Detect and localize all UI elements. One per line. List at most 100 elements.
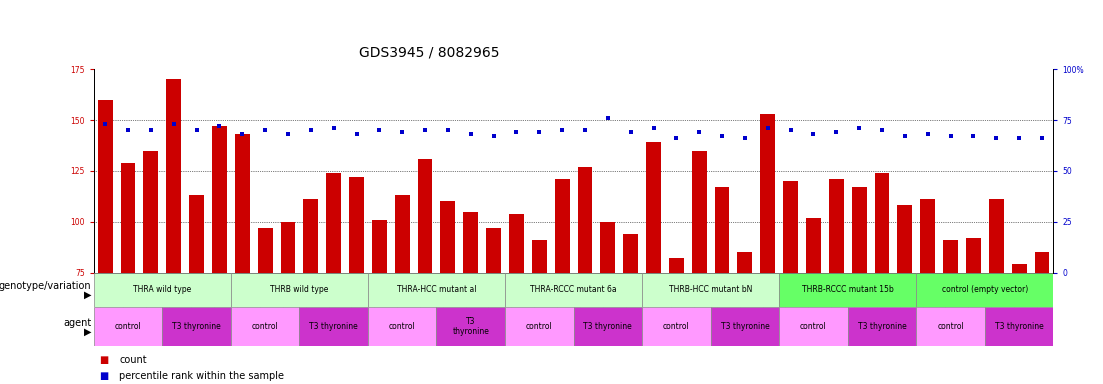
Bar — [783, 181, 799, 273]
Bar — [1011, 265, 1027, 273]
Bar — [646, 142, 661, 273]
Point — [554, 127, 571, 133]
Text: control: control — [251, 322, 278, 331]
Point — [667, 135, 685, 141]
Text: THRB-RCCC mutant 15b: THRB-RCCC mutant 15b — [802, 285, 893, 295]
Bar — [235, 134, 249, 273]
Point — [576, 127, 593, 133]
Text: THRA-HCC mutant al: THRA-HCC mutant al — [397, 285, 476, 295]
Point — [987, 135, 1005, 141]
Bar — [1035, 252, 1049, 273]
Point — [439, 127, 457, 133]
Bar — [779, 273, 917, 307]
Point — [394, 129, 411, 135]
Bar — [486, 228, 501, 273]
Text: agent: agent — [63, 318, 92, 328]
Bar — [162, 307, 231, 346]
Bar — [463, 212, 479, 273]
Bar — [555, 179, 569, 273]
Text: THRA-RCCC mutant 6a: THRA-RCCC mutant 6a — [531, 285, 617, 295]
Point — [462, 131, 480, 137]
Text: control: control — [526, 322, 553, 331]
Point — [850, 125, 868, 131]
Bar — [368, 307, 437, 346]
Bar — [280, 222, 296, 273]
Point — [759, 125, 777, 131]
Text: count: count — [119, 355, 147, 365]
Point — [599, 115, 617, 121]
Text: control (empty vector): control (empty vector) — [942, 285, 1028, 295]
Bar — [852, 187, 867, 273]
Point — [302, 127, 320, 133]
Bar — [94, 273, 231, 307]
Text: T3 thyronine: T3 thyronine — [309, 322, 358, 331]
Bar — [372, 220, 387, 273]
Bar — [779, 307, 848, 346]
Bar — [943, 240, 959, 273]
Text: control: control — [938, 322, 964, 331]
Bar — [167, 79, 181, 273]
Point — [507, 129, 525, 135]
Bar — [437, 307, 505, 346]
Bar — [508, 214, 524, 273]
Point — [96, 121, 114, 127]
Bar — [231, 307, 299, 346]
Point — [644, 125, 662, 131]
Point — [1034, 135, 1051, 141]
Bar — [120, 163, 136, 273]
Bar — [143, 151, 159, 273]
Bar — [642, 273, 779, 307]
Bar — [828, 179, 844, 273]
Bar — [806, 218, 821, 273]
Bar — [212, 126, 227, 273]
Point — [119, 127, 137, 133]
Point — [827, 129, 845, 135]
Text: T3 thyronine: T3 thyronine — [583, 322, 632, 331]
Text: T3
thyronine: T3 thyronine — [452, 317, 490, 336]
Bar — [917, 273, 1053, 307]
Bar — [668, 258, 684, 273]
Bar — [258, 228, 272, 273]
Point — [622, 129, 640, 135]
Text: control: control — [389, 322, 416, 331]
Point — [324, 125, 342, 131]
Text: ■: ■ — [99, 355, 108, 365]
Bar — [848, 307, 917, 346]
Point — [804, 131, 822, 137]
Text: genotype/variation: genotype/variation — [0, 281, 92, 291]
Bar — [710, 307, 779, 346]
Bar — [98, 100, 113, 273]
Bar — [917, 307, 985, 346]
Bar — [94, 307, 162, 346]
Text: control: control — [663, 322, 689, 331]
Text: THRB-HCC mutant bN: THRB-HCC mutant bN — [668, 285, 752, 295]
Text: control: control — [115, 322, 141, 331]
Bar — [578, 167, 592, 273]
Bar — [642, 307, 710, 346]
Bar — [760, 114, 775, 273]
Point — [234, 131, 251, 137]
Bar — [349, 177, 364, 273]
Bar — [985, 307, 1053, 346]
Point — [484, 133, 502, 139]
Text: T3 thyronine: T3 thyronine — [995, 322, 1043, 331]
Bar — [440, 202, 456, 273]
Bar — [418, 159, 432, 273]
Bar — [326, 173, 341, 273]
Bar — [920, 199, 935, 273]
Text: GDS3945 / 8082965: GDS3945 / 8082965 — [360, 46, 500, 60]
Point — [416, 127, 433, 133]
Text: ▶: ▶ — [84, 290, 92, 300]
Bar — [368, 273, 505, 307]
Point — [942, 133, 960, 139]
Bar — [532, 240, 547, 273]
Point — [256, 127, 274, 133]
Bar — [299, 307, 368, 346]
Bar — [505, 307, 574, 346]
Point — [919, 131, 936, 137]
Bar — [623, 234, 639, 273]
Point — [782, 127, 800, 133]
Point — [211, 123, 228, 129]
Bar — [505, 273, 642, 307]
Bar — [189, 195, 204, 273]
